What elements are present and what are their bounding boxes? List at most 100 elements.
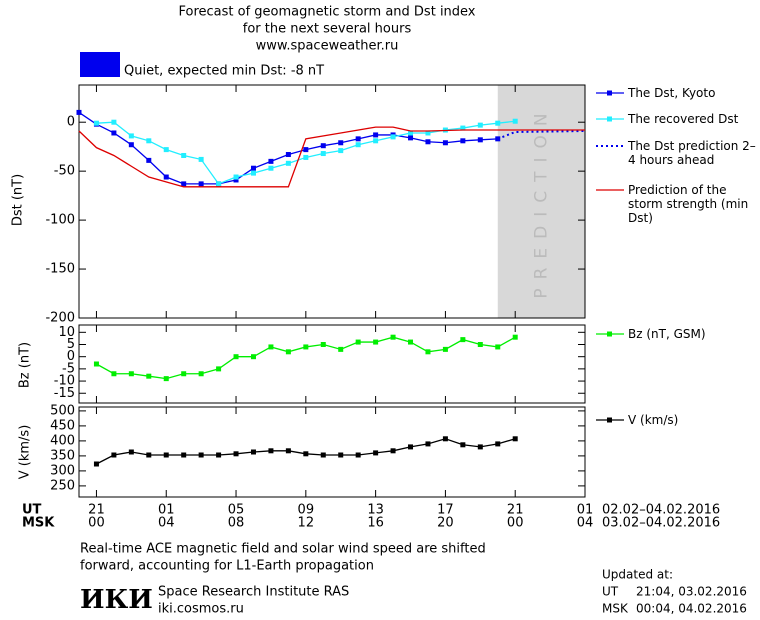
point (93, 461, 99, 467)
y-tick-label: 350 (50, 448, 75, 463)
legend-marker (607, 417, 612, 423)
point (181, 371, 187, 377)
legend-label: The Dst prediction 2–4 hours ahead (628, 139, 756, 167)
point (303, 154, 309, 160)
row-label: MSK (22, 516, 55, 531)
point (93, 120, 99, 126)
updated-title: Updated at: (602, 568, 673, 582)
institute: Space Research Institute RAS (158, 585, 349, 600)
x-tick-label: 13 (367, 503, 384, 518)
x-tick-label-msk: 04 (158, 516, 175, 531)
y-tick-label: 500 (50, 403, 75, 418)
point (233, 451, 239, 457)
y-tick-label: 250 (50, 478, 75, 493)
y-tick-label: 400 (50, 433, 75, 448)
legend-label: Bz (nT, GSM) (628, 327, 706, 341)
point (163, 147, 169, 153)
point (460, 138, 466, 144)
y-tick-label: 300 (50, 463, 75, 478)
point (146, 138, 152, 144)
y-tick-label: -50 (54, 164, 75, 179)
point (146, 373, 152, 379)
point (233, 354, 239, 360)
point (512, 118, 518, 124)
point (355, 142, 361, 148)
row-label: UT (22, 503, 42, 518)
point (198, 156, 204, 162)
date-range: 02.02–04.02.2016 (602, 503, 720, 518)
point (285, 160, 291, 166)
x-tick-label-msk: 04 (577, 516, 594, 531)
point (163, 174, 169, 180)
point (408, 130, 414, 136)
point (111, 452, 117, 458)
point (128, 142, 134, 148)
updated-time: 21:04, 03.02.2016 (636, 585, 747, 599)
point (250, 354, 256, 360)
y-axis-title: Bz (nT) (18, 342, 33, 388)
point (390, 134, 396, 140)
point (338, 140, 344, 146)
point (111, 130, 117, 136)
point (216, 452, 222, 458)
y-tick-label: 0 (67, 115, 75, 130)
point (128, 133, 134, 139)
y-tick-label: -200 (45, 311, 75, 326)
x-tick-label: 21 (88, 503, 105, 518)
title: www.spaceweather.ru (256, 39, 399, 54)
point (233, 174, 239, 180)
point (425, 139, 431, 145)
point (408, 135, 414, 141)
x-tick-label-msk: 00 (507, 516, 524, 531)
title: for the next several hours (243, 22, 412, 37)
point (390, 334, 396, 340)
point (146, 157, 152, 163)
point (355, 339, 361, 345)
note: forward, accounting for L1-Earth propaga… (80, 559, 374, 574)
x-tick-label-msk: 00 (88, 516, 105, 531)
plot-frame (78, 84, 586, 319)
logo: ИКИ (80, 585, 153, 615)
y-tick-label: -100 (45, 213, 75, 228)
point (303, 344, 309, 350)
y-tick-label: 5 (67, 337, 75, 352)
point (146, 452, 152, 458)
point (216, 181, 222, 187)
point (198, 181, 204, 187)
point (216, 366, 222, 372)
point (373, 138, 379, 144)
point (408, 444, 414, 450)
point (373, 339, 379, 345)
point (268, 158, 274, 164)
point (285, 448, 291, 454)
point (268, 165, 274, 171)
y-tick-label: -15 (54, 386, 75, 401)
point (442, 346, 448, 352)
point (460, 442, 466, 448)
point (303, 451, 309, 457)
y-tick-label: -10 (54, 374, 75, 389)
series-line (78, 126, 585, 188)
point (181, 152, 187, 158)
point (425, 441, 431, 447)
point (250, 449, 256, 455)
x-tick-label: 05 (228, 503, 245, 518)
legend-label: Prediction of the storm strength (min Ds… (628, 183, 749, 225)
point (128, 449, 134, 455)
y-tick-label: -5 (62, 361, 75, 376)
point (477, 122, 483, 128)
title: Forecast of geomagnetic storm and Dst in… (178, 5, 475, 20)
point (355, 136, 361, 142)
legend-label: The Dst, Kyoto (628, 86, 716, 100)
point (442, 436, 448, 442)
point (198, 452, 204, 458)
y-tick-label: 0 (67, 349, 75, 364)
series-line (96, 336, 516, 380)
x-tick-label: 01 (577, 503, 594, 518)
point (320, 452, 326, 458)
point (338, 148, 344, 154)
point (495, 441, 501, 447)
point (477, 137, 483, 143)
